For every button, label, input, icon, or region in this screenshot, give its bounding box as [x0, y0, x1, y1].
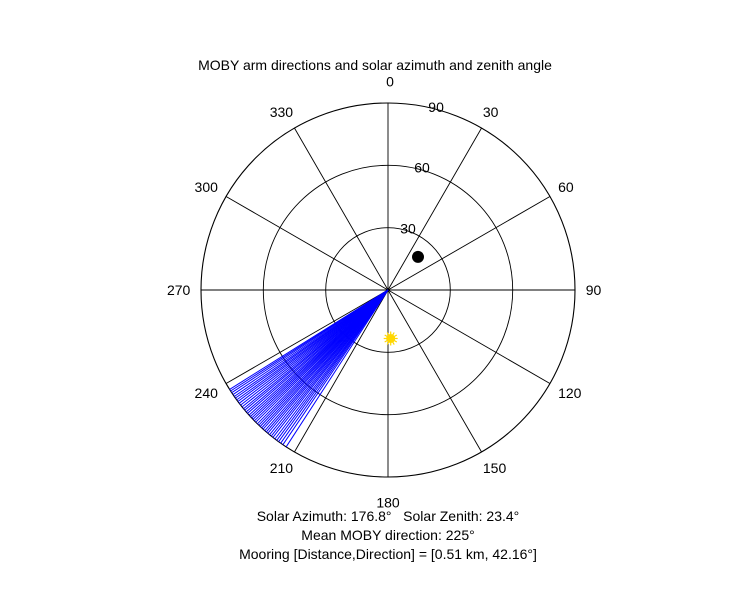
grid-spoke [387, 127, 482, 291]
angle-tick-label: 60 [558, 179, 574, 195]
grid-ring [325, 227, 451, 353]
sun-ray [393, 339, 398, 343]
grid-spoke [294, 289, 389, 453]
angle-tick-label: 120 [558, 385, 582, 401]
grid-spoke [225, 196, 389, 291]
arm-direction-line [229, 289, 389, 390]
grid-spoke [387, 289, 482, 453]
angle-tick-label: 180 [376, 495, 400, 511]
angle-tick-label: 90 [586, 282, 602, 298]
sun-ray [392, 341, 395, 345]
sun-ray [386, 341, 390, 345]
angle-tick-label: 330 [270, 104, 294, 120]
polar-grid [200, 102, 576, 478]
sun-icon [383, 331, 398, 346]
mooring-caption: Mooring [Distance,Direction] = [0.51 km,… [239, 546, 537, 562]
angle-tick-label: 270 [167, 282, 191, 298]
grid-ring [200, 102, 576, 478]
arm-direction-line [285, 289, 389, 448]
angle-tick-label: 0 [386, 73, 394, 89]
mooring-marker [412, 250, 424, 263]
mean-direction-caption: Mean MOBY direction: 225° [301, 527, 475, 543]
radius-tick-label: 30 [400, 220, 416, 236]
angle-tick-label: 240 [195, 385, 219, 401]
chart-title: MOBY arm directions and solar azimuth an… [198, 57, 552, 73]
sun-ray [384, 339, 388, 343]
angle-tick-label: 300 [195, 179, 219, 195]
radius-tick-label: 90 [428, 99, 444, 115]
sun-ray [384, 334, 388, 338]
polar-labels: 0 30 60 90 120 150 180 210 240 270 300 330 30 60 90 [167, 73, 602, 510]
angle-tick-label: 210 [270, 460, 294, 476]
grid-spoke [294, 127, 389, 291]
grid-spoke [387, 196, 551, 291]
radius-tick-label: 60 [414, 160, 430, 176]
sun-disc [386, 334, 396, 343]
sun-ray [393, 334, 398, 338]
solar-angles-caption: Solar Azimuth: 176.8° Solar Zenith: 23.4… [256, 508, 520, 524]
grid-spoke [387, 289, 551, 384]
grid-ring [262, 164, 514, 416]
grid-spoke [225, 289, 389, 384]
angle-tick-label: 150 [483, 460, 507, 476]
angle-tick-label: 30 [483, 104, 499, 120]
polar-series [229, 250, 424, 448]
